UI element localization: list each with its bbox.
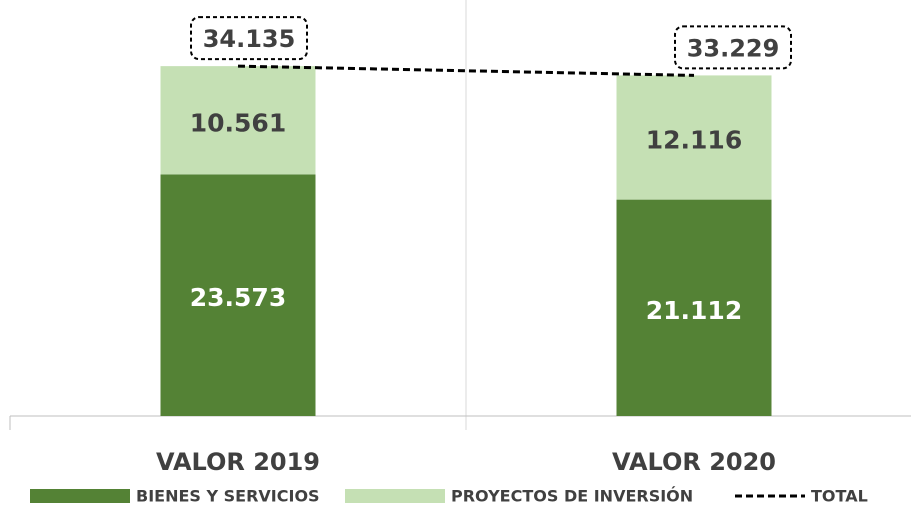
bar [160,66,316,175]
total-label: 33.229 [687,34,780,62]
legend-label: PROYECTOS DE INVERSIÓN [451,487,693,506]
callout-box [674,25,792,70]
bar [160,174,316,416]
legend-swatch [30,489,130,503]
legend-label: TOTAL [811,487,868,506]
legend-label: BIENES Y SERVICIOS [136,487,320,506]
bar [616,199,772,416]
total-line [237,64,695,77]
legend-swatch [345,489,445,503]
total-label: 34.135 [203,25,296,53]
x-tick-label: VALOR 2020 [612,448,776,476]
callout-box [190,16,308,61]
data-label: 10.561 [190,108,286,137]
data-label: 12.116 [646,126,742,155]
x-tick-label: VALOR 2019 [156,448,320,476]
bar [616,75,772,200]
data-label: 21.112 [646,296,742,325]
data-label: 23.573 [190,283,286,312]
